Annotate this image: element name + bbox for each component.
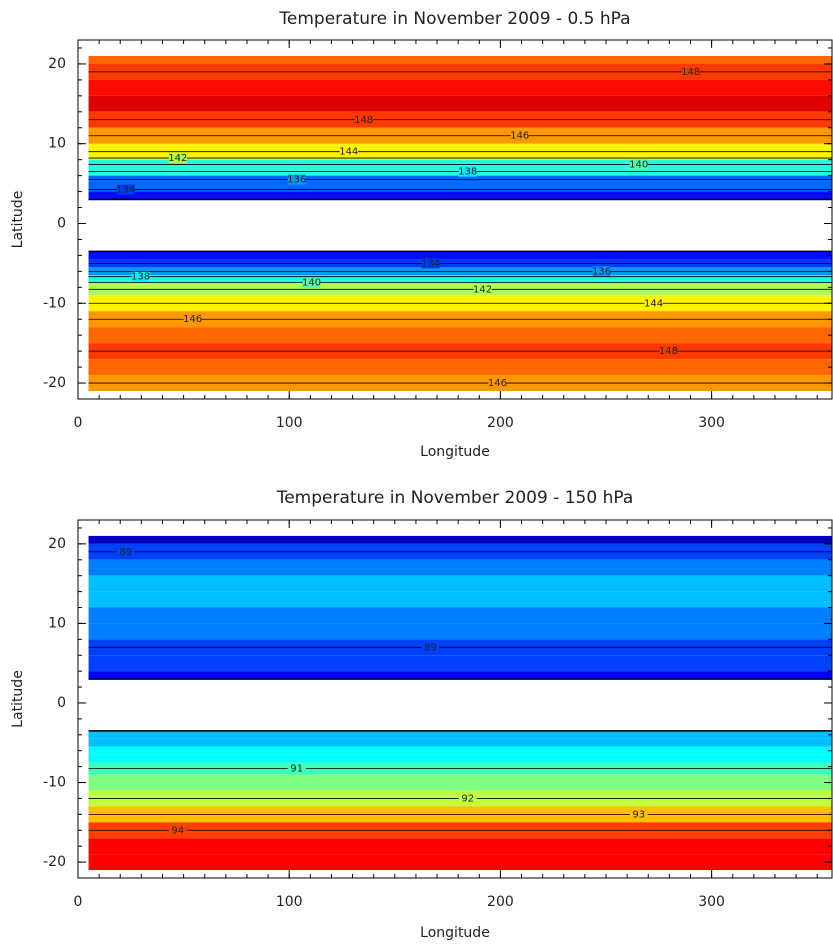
contour-label-bg [458,793,477,804]
heat-band [88,838,832,855]
contour-label-bg [287,763,306,774]
contour-label: 89 [424,642,437,653]
contour-label-bg [510,130,529,141]
heat-band [88,746,832,755]
y-tick-label: 10 [48,615,66,631]
x-axis-label: Longitude [420,444,490,460]
heat-band [88,671,832,680]
heat-band [88,655,832,672]
y-tick-label: 0 [57,695,66,711]
contour-label-bg [287,174,306,185]
contour-label: 91 [290,764,303,775]
contour-label-bg [131,271,150,282]
heat-band [88,359,832,376]
contour-label-bg [592,266,611,277]
x-tick-label: 300 [698,894,725,910]
contour-label: 148 [681,67,700,78]
x-tick-label: 300 [698,415,725,431]
y-axis-label: Latitude [10,670,26,728]
y-tick-label: 0 [57,215,66,231]
heat-band [88,591,832,608]
x-tick-label: 200 [487,894,514,910]
contour-label: 134 [421,258,440,269]
contour-label: 146 [488,378,507,389]
heat-band [88,575,832,592]
plot-frame [77,519,833,879]
contour-label: 94 [171,825,184,836]
contour-label-bg [168,153,187,164]
heat-band [88,55,832,64]
contour-label: 140 [629,159,648,170]
contour-label: 136 [287,175,306,186]
contour-label: 89 [119,547,132,558]
contour-label: 140 [302,278,321,289]
x-axis-label: Longitude [420,925,490,941]
contour-label-bg [339,146,358,157]
contour-label-bg [629,159,648,170]
heat-band [88,79,832,96]
contour-label-bg [421,642,440,653]
x-tick-label: 200 [487,415,514,431]
heat-band [88,191,832,200]
contour-label-bg [116,184,135,195]
contour-label-bg [629,809,648,820]
contour-label-bg [488,378,507,389]
x-tick-label: 0 [74,894,83,910]
contour-label: 138 [131,272,150,283]
x-tick-label: 100 [276,415,303,431]
x-tick-label: 100 [276,894,303,910]
contour-label-bg [644,298,663,309]
heat-band [88,327,832,344]
contour-label: 144 [644,298,663,309]
contour-label: 142 [168,153,187,164]
contour-label: 136 [592,266,611,277]
y-tick-label: 20 [48,536,66,552]
heat-band [88,623,832,640]
contour-label-bg [302,277,321,288]
heat-band [88,754,832,763]
x-tick-label: 0 [74,415,83,431]
heat-band [88,251,832,260]
contour-label: 134 [116,185,135,196]
heat-band [88,607,832,624]
contour-label: 148 [659,346,678,357]
chart-title: Temperature in November 2009 - 0.5 hPa [278,9,630,29]
contour-label: 144 [339,147,358,158]
heat-band [88,95,832,112]
contour-label-bg [421,258,440,269]
y-axis-label: Latitude [10,191,26,249]
contour-label-bg [681,66,700,77]
contour-label: 146 [510,131,529,142]
heat-band [88,738,832,747]
y-tick-label: -20 [43,854,66,870]
contour-label: 92 [461,793,474,804]
contour-label-bg [473,284,492,295]
y-tick-label: 10 [48,136,66,152]
contour-label: 148 [354,115,373,126]
contour-label: 142 [473,284,492,295]
heat-band [88,535,832,544]
contour-label: 146 [183,314,202,325]
heat-band [88,854,832,871]
heat-band [88,275,832,284]
contour-label: 138 [458,167,477,178]
contour-label-bg [354,114,373,125]
heat-band [88,730,832,739]
y-tick-label: -20 [43,375,66,391]
y-tick-label: 20 [48,56,66,72]
contour-label-bg [168,825,187,836]
y-tick-label: -10 [43,775,66,791]
contour-label-bg [116,546,135,557]
heat-band [88,774,832,791]
y-tick-label: -10 [43,295,66,311]
contour-label-bg [659,346,678,357]
heat-band [88,559,832,576]
chart-title: Temperature in November 2009 - 150 hPa [276,488,634,508]
contour-label-bg [183,314,202,325]
contour-label-bg [458,166,477,177]
plot-frame [77,39,833,400]
contour-label: 93 [632,809,645,820]
